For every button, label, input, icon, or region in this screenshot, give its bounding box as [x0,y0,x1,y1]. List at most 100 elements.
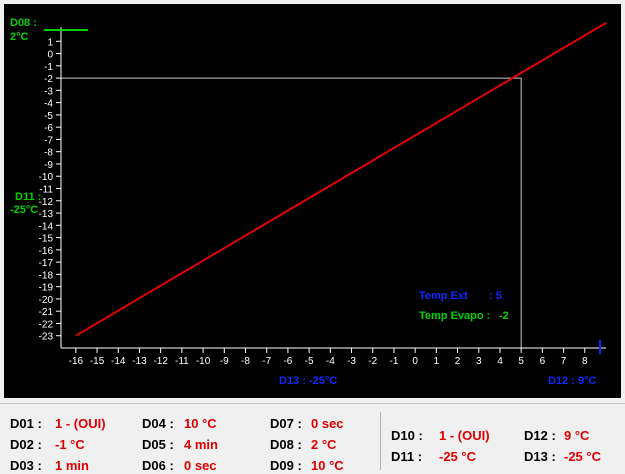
x-tick-label: 8 [582,356,588,367]
x-tick-label: 6 [540,356,546,367]
param-d10: D10 : 1 - (OUI) [391,428,490,443]
x-tick-label: -16 [69,356,84,367]
x-tick-label: -3 [347,356,356,367]
y-tick-label: -13 [39,209,54,220]
y-tick-label: -18 [39,270,54,281]
x-min-label: D13 : -25°C [279,375,337,387]
x-tick-label: -10 [196,356,211,367]
param-value: 0 sec [311,416,344,431]
x-tick-label: -5 [305,356,314,367]
x-max-label: D12 : 9°C [548,375,596,387]
y-tick-label: -23 [39,332,54,343]
y-tick-label: -10 [39,172,54,183]
y-tick-label: -5 [44,111,53,122]
param-name: D08 : [270,437,302,452]
y-tick-label: -20 [39,295,54,306]
y-tick-label: -15 [39,234,54,245]
legend-temp-ext-value: : 5 [489,290,502,302]
x-tick-label: -12 [153,356,168,367]
param-name: D12 : [524,428,556,443]
param-d08: D08 : 2 °C [270,437,336,452]
y-tick-label: -4 [44,99,53,110]
x-tick-label: -9 [220,356,229,367]
legend-temp-evapo-value: -2 [499,310,509,322]
y-tick-label: -16 [39,246,54,257]
y-mid-label-value: -25°C [10,204,38,216]
y-tick-label: -3 [44,86,53,97]
line-chart: 10-1-2-3-4-5-6-7-8-9-10-11-12-13-14-15-1… [10,17,607,387]
x-tick-label: 5 [518,356,524,367]
parameters-panel: D01 : 1 - (OUI) D02 : -1 °C D03 : 1 min D04… [0,403,625,474]
x-tick-label: -14 [111,356,126,367]
y-tick-label: -17 [39,258,54,269]
y-tick-label: -11 [39,185,53,196]
param-value: 10 °C [311,458,344,473]
y-tick-label: -9 [44,160,53,171]
param-d13: D13 : -25 °C [524,449,601,464]
y-tick-label: -7 [44,135,53,146]
param-name: D04 : [142,416,174,431]
param-name: D06 : [142,458,174,473]
legend-temp-evapo-label: Temp Evapo : [419,310,490,322]
x-tick-label: 3 [476,356,482,367]
param-value: 9 °C [564,428,590,443]
y-tick-label: -1 [44,62,53,73]
param-value: -25 °C [564,449,601,464]
param-d11: D11 : -25 °C [391,449,476,464]
y-max-label-value: 2°C [10,31,29,43]
x-tick-label: -13 [132,356,147,367]
x-tick-label: -15 [90,356,105,367]
x-tick-label: -8 [241,356,250,367]
y-tick-label: 0 [47,50,53,61]
param-d07: D07 : 0 sec [270,416,344,431]
param-value: 4 min [184,437,218,452]
param-name: D09 : [270,458,302,473]
y-mid-label-name: D11 : [15,191,41,203]
y-tick-label: -6 [44,123,53,134]
x-tick-label: 1 [434,356,440,367]
y-tick-label: -14 [39,221,54,232]
param-name: D01 : [10,416,42,431]
series-line [75,22,607,337]
y-tick-label: -19 [39,283,54,294]
param-value: 1 - (OUI) [439,428,490,443]
param-d04: D04 : 10 °C [142,416,217,431]
y-tick-label: -2 [44,74,53,85]
param-value: 10 °C [184,416,217,431]
x-tick-label: -2 [368,356,377,367]
legend-temp-ext-label: Temp Ext [419,290,468,302]
param-name: D13 : [524,449,556,464]
x-tick-label: -6 [283,356,292,367]
param-value: 1 min [55,458,89,473]
x-tick-label: -11 [175,356,189,367]
param-value: -25 °C [439,449,476,464]
x-tick-label: 2 [455,356,461,367]
chart-panel: 1 0 -1 -2 -3 -4 -5 -6 -7 -8 -9 -10 -11 -12 -13 -14 -15 -1… [4,4,621,398]
x-tick-label: 0 [412,356,418,367]
y-tick-label: -8 [44,148,53,159]
param-name: D05 : [142,437,174,452]
param-name: D03 : [10,458,42,473]
y-tick-label: -22 [39,319,54,330]
x-tick-label: -1 [389,356,398,367]
param-value: 0 sec [184,458,217,473]
x-tick-label: 4 [497,356,503,367]
param-d03: D03 : 1 min [10,458,89,473]
y-tick-label: -12 [39,197,54,208]
param-d09: D09 : 10 °C [270,458,344,473]
param-value: -1 °C [55,437,85,452]
x-tick-label: 7 [561,356,567,367]
param-value: 1 - (OUI) [55,416,106,431]
param-name: D11 : [391,449,423,464]
param-d06: D06 : 0 sec [142,458,217,473]
param-d05: D05 : 4 min [142,437,218,452]
param-d02: D02 : -1 °C [10,437,85,452]
y-tick-label: 1 [47,37,53,48]
param-name: D02 : [10,437,42,452]
param-d01: D01 : 1 - (OUI) [10,416,106,431]
param-value: 2 °C [311,437,337,452]
x-tick-label: -4 [326,356,335,367]
param-name: D10 : [391,428,423,443]
y-max-label-name: D08 : [10,17,37,29]
x-tick-label: -7 [262,356,271,367]
